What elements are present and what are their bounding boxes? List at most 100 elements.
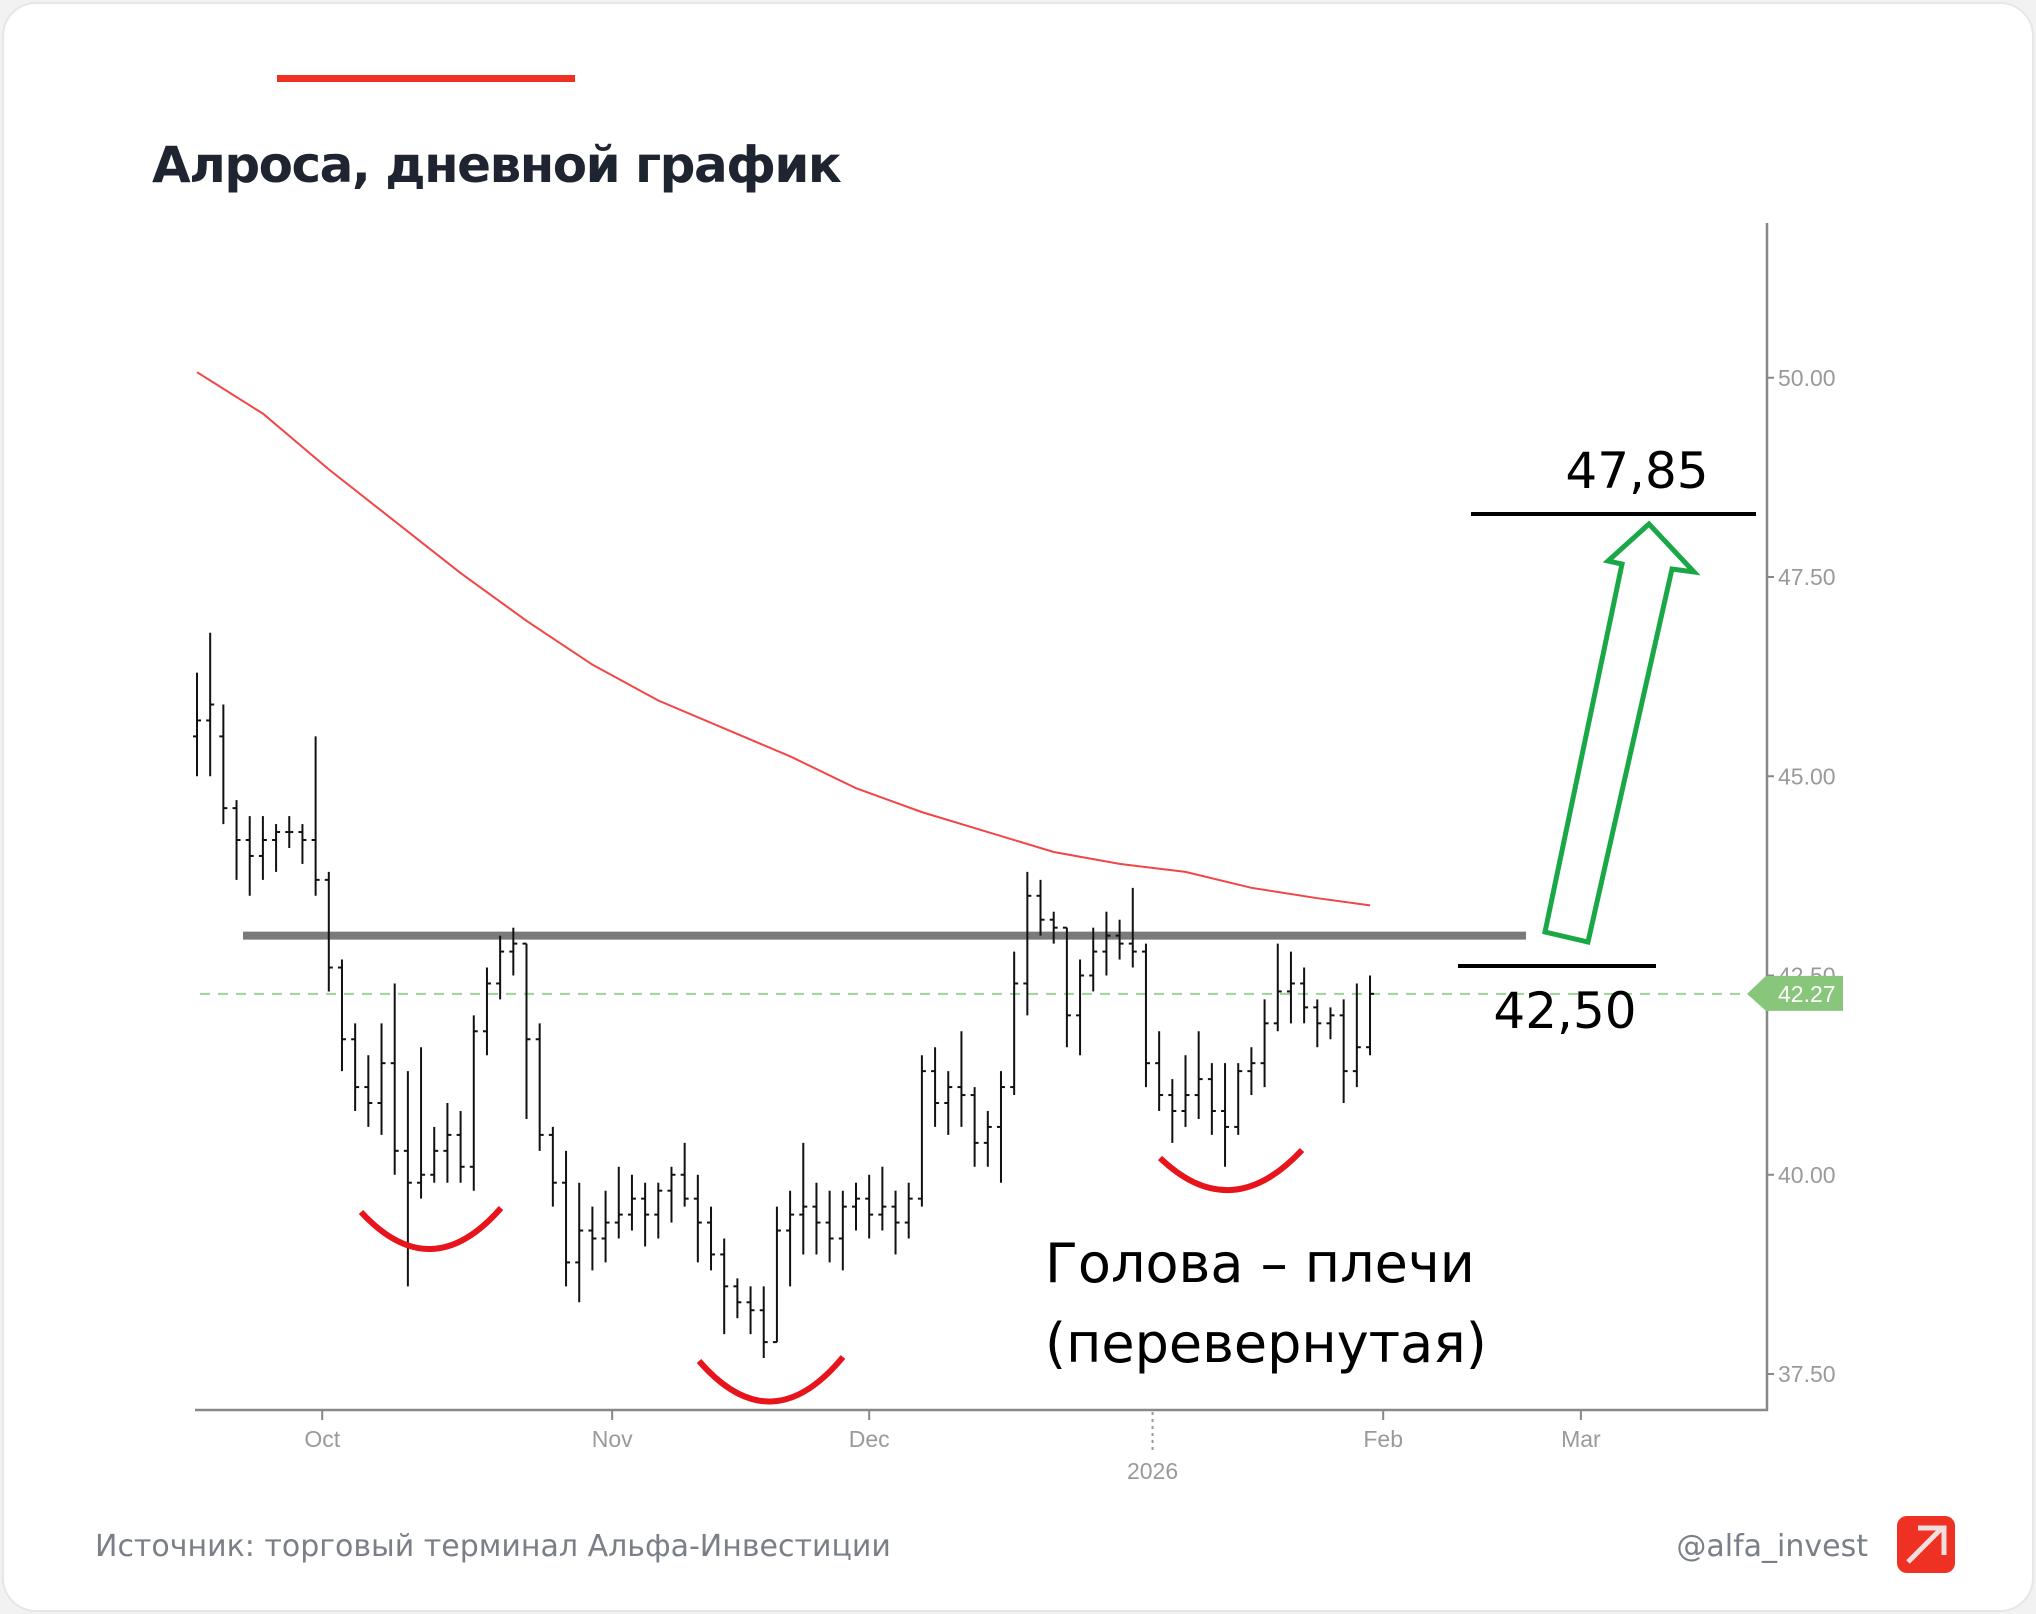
- ohlc-bar: [377, 1023, 386, 1135]
- y-tick-label: 50.00: [1778, 365, 1836, 391]
- ohlc-bar: [1366, 975, 1375, 1056]
- moving-average-line: [196, 371, 1371, 907]
- pattern-arc: [1157, 1147, 1305, 1193]
- accent-bar: [277, 75, 575, 82]
- ohlc-bar: [865, 1174, 874, 1239]
- ohlc-bar: [733, 1278, 742, 1319]
- ohlc-bar: [931, 1047, 940, 1127]
- y-tick-label: 47.50: [1778, 564, 1836, 590]
- ohlc-bar: [443, 1103, 452, 1183]
- ohlc-bar: [364, 1055, 373, 1127]
- ohlc-bar: [746, 1286, 755, 1335]
- ohlc-bar: [1352, 983, 1361, 1088]
- alfa-logo: [1897, 1516, 1955, 1573]
- ohlc-bar: [1260, 999, 1269, 1088]
- ohlc-bar: [1300, 967, 1309, 1024]
- target-label: 47,85: [1565, 442, 1708, 500]
- x-tick-label: 2026: [1127, 1458, 1178, 1484]
- ohlc-bar: [970, 1087, 979, 1167]
- ohlc-bar: [245, 816, 254, 896]
- ohlc-bar: [1036, 879, 1045, 936]
- ohlc-bar: [1010, 951, 1019, 1096]
- ohlc-bar: [996, 1071, 1005, 1183]
- chart-title: Алроса, дневной график: [152, 136, 842, 194]
- pattern-label-line1: Голова – плечи: [1045, 1232, 1475, 1295]
- x-tick-label: Dec: [849, 1426, 890, 1452]
- ohlc-bar: [1221, 1063, 1230, 1167]
- ohlc-bar: [1339, 999, 1348, 1104]
- x-tick-label: Feb: [1363, 1426, 1403, 1452]
- x-tick-label: Oct: [304, 1426, 340, 1452]
- pattern-arc: [358, 1206, 504, 1252]
- ohlc-bar: [417, 1047, 426, 1199]
- ohlc-bar: [324, 871, 333, 992]
- ohlc-bar: [1286, 951, 1295, 1024]
- ohlc-bar: [298, 824, 307, 864]
- ohlc-bar: [917, 1055, 926, 1207]
- ohlc-bar: [680, 1142, 689, 1207]
- ohlc-bar: [482, 967, 491, 1056]
- ohlc-bar: [957, 1031, 966, 1127]
- ohlc-bar: [206, 632, 215, 777]
- ohlc-bar: [983, 1110, 992, 1167]
- ohlc-bar: [825, 1190, 834, 1263]
- source-text: Источник: торговый терминал Альфа-Инвест…: [95, 1529, 891, 1564]
- ohlc-bar: [1115, 919, 1124, 960]
- ohlc-bar: [1062, 926, 1071, 1048]
- ohlc-bar: [193, 672, 201, 777]
- pattern-label-line2: (перевернутая): [1045, 1312, 1487, 1375]
- ohlc-bar: [891, 1190, 900, 1255]
- ohlc-bar: [1273, 943, 1282, 1032]
- ohlc-bar: [838, 1190, 847, 1271]
- ohlc-bar: [1194, 1031, 1203, 1119]
- ohlc-bar: [509, 927, 518, 976]
- ohlc-bar: [522, 942, 531, 1119]
- ohlc-bar: [707, 1206, 716, 1271]
- handle-link[interactable]: @alfa_invest: [1676, 1529, 1868, 1564]
- ohlc-bar: [456, 1110, 465, 1183]
- ohlc-bar: [1313, 999, 1322, 1048]
- ohlc-bar: [390, 983, 399, 1175]
- ohlc-bar: [1326, 1007, 1335, 1040]
- ohlc-bar: [285, 816, 294, 848]
- ohlc-bars: [193, 632, 1375, 1359]
- ohlc-bar: [786, 1190, 795, 1287]
- neckline-label: 42,50: [1493, 982, 1636, 1040]
- ohlc-bar: [351, 1023, 360, 1111]
- ohlc-bar: [1155, 1031, 1164, 1111]
- ohlc-bar: [627, 1174, 636, 1231]
- y-tick-label: 40.00: [1778, 1162, 1836, 1188]
- y-tick-label: 37.50: [1778, 1361, 1836, 1387]
- ohlc-bar: [693, 1174, 702, 1263]
- ohlc-bar: [1049, 911, 1058, 944]
- ohlc-bar: [654, 1182, 663, 1239]
- x-tick-label: Mar: [1561, 1426, 1601, 1452]
- ohlc-bar: [812, 1182, 821, 1255]
- ohlc-bar: [496, 935, 505, 1000]
- ohlc-bar: [944, 1071, 953, 1135]
- ohlc-bar: [852, 1182, 860, 1231]
- ohlc-bar: [904, 1182, 913, 1239]
- ohlc-bar: [759, 1286, 768, 1359]
- ohlc-bar: [878, 1166, 887, 1231]
- arrow-up-right-icon: [1906, 1525, 1947, 1564]
- ohlc-bar: [720, 1238, 729, 1335]
- ohlc-bar: [1207, 1063, 1216, 1135]
- pattern-arc: [696, 1355, 846, 1405]
- ohlc-bar: [601, 1190, 610, 1263]
- ohlc-bar: [667, 1166, 676, 1223]
- ohlc-bar: [1023, 871, 1032, 1016]
- ohlc-bar: [1076, 959, 1085, 1056]
- ohlc-bar: [562, 1150, 571, 1287]
- ohlc-bar: [548, 1126, 557, 1207]
- last-price-marker: [1747, 975, 1843, 1011]
- ohlc-bar: [311, 736, 320, 896]
- x-tick-label: Nov: [592, 1426, 633, 1452]
- ohlc-bar: [258, 816, 267, 880]
- ohlc-bar: [1247, 1047, 1256, 1096]
- ohlc-bar: [232, 800, 241, 880]
- ohlc-bar: [1234, 1063, 1243, 1135]
- ohlc-bar: [430, 1126, 439, 1183]
